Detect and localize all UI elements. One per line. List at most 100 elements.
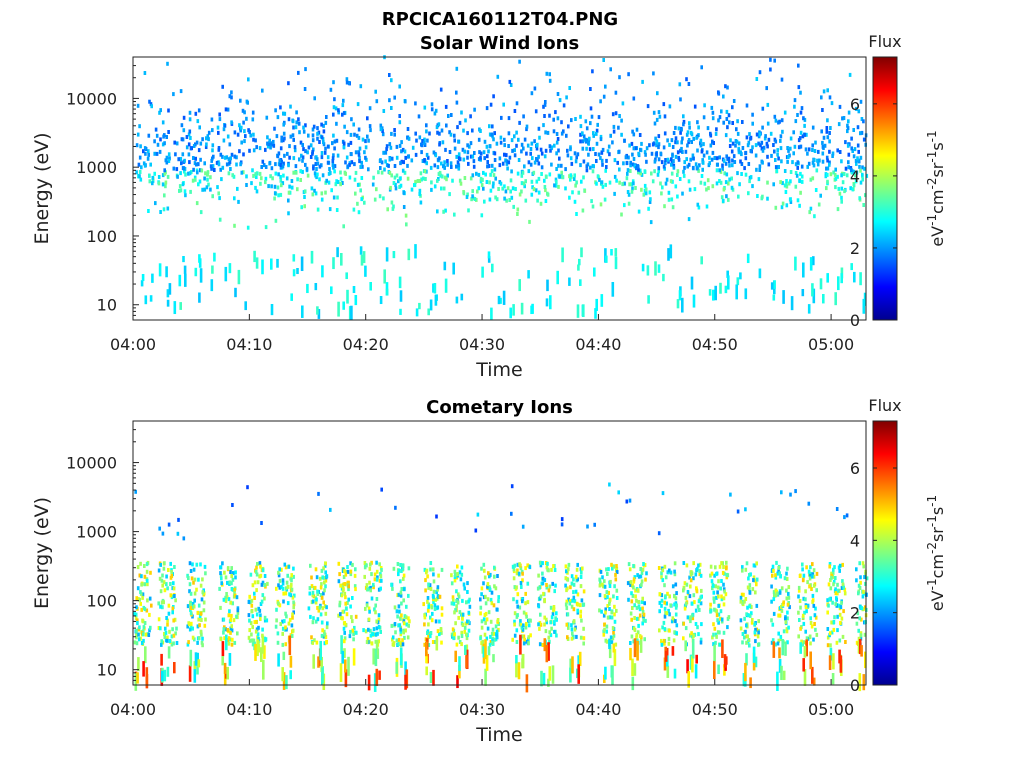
data-cell bbox=[613, 174, 617, 179]
data-cell bbox=[453, 133, 456, 138]
data-cell bbox=[590, 114, 594, 119]
data-cell bbox=[600, 294, 604, 307]
data-cell bbox=[748, 179, 751, 184]
data-cell bbox=[552, 129, 556, 134]
data-cell bbox=[179, 89, 183, 94]
data-cell bbox=[632, 132, 636, 137]
data-cell bbox=[840, 173, 843, 178]
data-cell bbox=[843, 515, 846, 520]
data-cell bbox=[515, 661, 518, 678]
data-cell bbox=[543, 114, 546, 118]
data-cell bbox=[202, 600, 206, 605]
data-cell bbox=[657, 566, 661, 570]
data-cell bbox=[494, 176, 497, 181]
data-cell bbox=[429, 567, 432, 572]
data-cell bbox=[727, 181, 730, 186]
data-cell bbox=[230, 152, 234, 157]
data-cell bbox=[320, 135, 324, 140]
data-cell bbox=[232, 618, 236, 623]
data-cell bbox=[580, 618, 583, 623]
data-cell bbox=[251, 110, 255, 115]
data-cell bbox=[493, 158, 497, 162]
data-cell bbox=[418, 192, 421, 196]
data-cell bbox=[302, 125, 305, 130]
data-cell bbox=[809, 573, 812, 578]
data-cell bbox=[723, 171, 726, 176]
data-cell bbox=[151, 273, 154, 283]
data-cell bbox=[397, 568, 401, 573]
data-cell bbox=[254, 607, 258, 612]
data-cell bbox=[320, 656, 323, 673]
data-cell bbox=[825, 166, 828, 171]
data-cell bbox=[458, 570, 462, 575]
data-cell bbox=[497, 622, 500, 626]
data-cell bbox=[581, 208, 585, 213]
data-cell bbox=[245, 99, 249, 104]
data-cell bbox=[307, 606, 311, 611]
data-cell bbox=[732, 99, 736, 103]
data-cell bbox=[269, 174, 272, 179]
data-cell bbox=[430, 605, 434, 610]
colorbar-unit-label: eV-1cm-2sr-1s-1 bbox=[925, 130, 947, 246]
data-cell bbox=[772, 641, 776, 658]
data-cell bbox=[281, 667, 284, 682]
data-cell bbox=[692, 593, 696, 598]
data-cell bbox=[746, 143, 750, 148]
data-cell bbox=[399, 563, 402, 567]
data-cell bbox=[811, 283, 814, 297]
data-cell bbox=[136, 672, 139, 684]
data-cell bbox=[666, 138, 669, 143]
data-cell bbox=[400, 601, 403, 606]
data-cell bbox=[178, 274, 182, 287]
data-cell bbox=[668, 568, 671, 573]
data-cell bbox=[776, 671, 779, 691]
data-cell bbox=[193, 598, 196, 603]
data-cell bbox=[573, 199, 577, 204]
data-cell bbox=[691, 613, 694, 618]
data-cell bbox=[769, 67, 772, 72]
data-cell bbox=[316, 592, 319, 596]
data-cell bbox=[669, 570, 673, 575]
data-cell bbox=[444, 208, 447, 213]
data-cell bbox=[828, 631, 832, 636]
data-cell bbox=[527, 623, 531, 628]
data-cell bbox=[859, 633, 863, 638]
data-cell bbox=[259, 617, 262, 621]
data-cell bbox=[396, 614, 399, 619]
data-cell bbox=[824, 172, 828, 177]
data-cell bbox=[236, 608, 240, 613]
data-cell bbox=[698, 562, 702, 567]
data-cell bbox=[618, 167, 621, 172]
data-cell bbox=[293, 593, 296, 598]
data-cell bbox=[604, 607, 607, 612]
data-cell bbox=[614, 248, 618, 257]
data-cell bbox=[365, 603, 369, 608]
data-cell bbox=[630, 182, 633, 187]
data-cell bbox=[254, 138, 257, 143]
data-cell bbox=[373, 572, 377, 577]
data-cell bbox=[809, 177, 813, 182]
data-cell bbox=[802, 116, 805, 121]
data-cell bbox=[167, 152, 171, 157]
data-cell bbox=[188, 622, 191, 627]
data-cell bbox=[135, 170, 138, 175]
data-cell bbox=[635, 598, 638, 603]
data-cell bbox=[861, 177, 864, 182]
data-cell bbox=[379, 572, 382, 577]
data-cell bbox=[654, 157, 657, 162]
data-cell bbox=[182, 166, 186, 171]
data-cell bbox=[330, 188, 333, 193]
data-cell bbox=[367, 617, 371, 622]
data-cell bbox=[218, 217, 222, 222]
data-cell bbox=[746, 634, 749, 639]
data-cell bbox=[598, 593, 602, 598]
data-cell bbox=[439, 87, 443, 92]
data-cell bbox=[497, 295, 501, 305]
data-cell bbox=[221, 561, 224, 566]
data-cell bbox=[479, 176, 483, 181]
data-cell bbox=[345, 130, 349, 135]
data-cell bbox=[749, 148, 753, 153]
data-cell bbox=[682, 588, 685, 593]
data-cell bbox=[316, 131, 319, 136]
data-cell bbox=[778, 658, 782, 673]
